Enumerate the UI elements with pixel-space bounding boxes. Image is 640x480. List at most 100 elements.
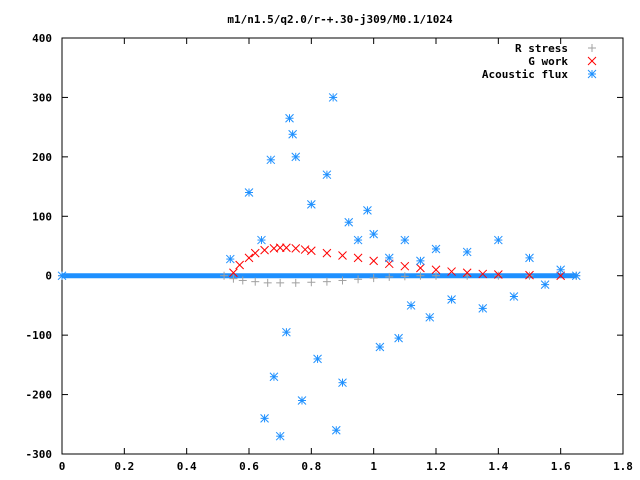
x-tick-label: 0.6	[239, 460, 259, 473]
acoustic-flux-point	[525, 253, 534, 263]
acoustic-flux-point	[57, 271, 67, 281]
r-stress-point	[251, 277, 260, 286]
acoustic-flux-point	[322, 170, 332, 180]
r-stress-point	[354, 275, 363, 284]
acoustic-flux-point	[338, 378, 347, 388]
g-work-point	[493, 270, 503, 279]
y-tick-label: 0	[45, 270, 52, 283]
acoustic-flux-point	[369, 229, 379, 239]
acoustic-flux-point	[344, 217, 354, 227]
r-stress-point	[494, 271, 503, 280]
r-stress-point	[276, 278, 285, 287]
g-work-point	[416, 263, 425, 273]
acoustic-flux-point	[225, 254, 235, 264]
g-work-point	[322, 248, 332, 258]
r-stress-point	[263, 278, 272, 287]
y-tick-label: 100	[32, 210, 52, 223]
g-work-point	[478, 269, 488, 279]
acoustic-flux-point	[556, 265, 566, 275]
acoustic-flux-point	[509, 292, 519, 301]
x-tick-label: 1.4	[488, 460, 508, 473]
r-stress-point	[307, 278, 316, 287]
g-work-point	[431, 265, 441, 275]
axes-ticks: 0 0.2 0.4 0.6 0.8 1 1.2 1.4 1.6 1.84003002001000-…	[26, 32, 633, 473]
legend: R stress G work Acoustic flux	[482, 42, 597, 81]
acoustic-flux-point	[260, 413, 269, 423]
r-stress-point	[322, 277, 331, 286]
r-stress-point	[432, 271, 440, 280]
acoustic-flux-point	[282, 327, 291, 337]
acoustic-flux-point	[493, 235, 503, 245]
acoustic-flux-point	[375, 342, 385, 352]
x-tick-label: 1	[370, 460, 377, 473]
acoustic-flux-point	[291, 152, 301, 162]
acoustic-flux-point	[306, 200, 316, 209]
g-work-point	[400, 261, 410, 271]
acoustic-flux-point	[288, 129, 297, 139]
legend-label-r-stress: R stress	[515, 42, 568, 55]
acoustic-flux-point	[406, 301, 416, 310]
y-tick-label: 200	[32, 151, 52, 164]
y-tick-label: -100	[26, 329, 53, 342]
x-tick-label: 0.4	[177, 460, 197, 473]
acoustic-flux-point	[416, 256, 425, 266]
g-work-point	[462, 268, 472, 278]
acoustic-flux-point	[431, 244, 441, 254]
acoustic-flux-point	[331, 425, 341, 435]
acoustic-flux-point	[394, 333, 403, 343]
g-work-point	[275, 243, 285, 253]
g-work-point	[250, 248, 260, 258]
legend-label-acoustic-flux: Acoustic flux	[482, 68, 568, 81]
g-work-point	[260, 245, 269, 255]
r-stress-point	[369, 274, 378, 283]
r-stress-point	[400, 272, 409, 281]
x-tick-label: 1.6	[551, 460, 571, 473]
plot-frame	[61, 37, 624, 455]
r-stress-point	[338, 276, 347, 285]
g-work-point	[244, 253, 254, 263]
acoustic-flux-point	[478, 304, 488, 313]
legend-marker-acoustic-flux	[587, 69, 597, 79]
acoustic-flux-point	[353, 235, 363, 245]
y-tick-label: 300	[32, 91, 52, 104]
acoustic-flux-point	[363, 205, 372, 215]
acoustic-flux-point	[285, 113, 294, 123]
y-tick-label: -200	[26, 389, 53, 402]
acoustic-flux-point	[447, 295, 456, 304]
r-stress-point	[416, 271, 425, 280]
g-work-point	[282, 243, 291, 253]
g-work-point	[229, 268, 238, 278]
x-tick-label: 1.2	[426, 460, 446, 473]
x-tick-label: 0.2	[114, 460, 134, 473]
acoustic-flux-point	[244, 188, 254, 197]
r-stress-point	[220, 271, 229, 280]
acoustic-flux-point	[297, 396, 307, 405]
acoustic-flux-point	[462, 247, 472, 257]
y-tick-label: 400	[32, 32, 52, 45]
g-work-point	[353, 253, 363, 263]
legend-marker-g-work	[587, 56, 597, 66]
g-work-point	[235, 260, 245, 270]
acoustic-flux-point	[571, 271, 581, 281]
g-work-point	[306, 246, 316, 256]
acoustic-flux-point	[540, 280, 550, 289]
x-tick-label: 0	[59, 460, 66, 473]
data-marks	[57, 93, 581, 441]
r-stress-point	[291, 278, 300, 287]
x-tick-label: 1.8	[613, 460, 633, 473]
legend-label-g-work: G work	[528, 55, 568, 68]
acoustic-flux-point	[384, 253, 394, 263]
r-stress-point	[229, 274, 238, 283]
chart-title: m1/n1.5/q2.0/r-+.30-j309/M0.1/1024	[227, 13, 453, 26]
r-stress-point	[385, 272, 394, 281]
g-work-point	[338, 251, 347, 260]
acoustic-flux-point	[313, 354, 322, 364]
acoustic-flux-point	[257, 235, 266, 245]
acoustic-flux-point	[266, 155, 276, 165]
acoustic-flux-point	[275, 431, 285, 441]
acoustic-flux-point	[425, 312, 435, 322]
r-stress-point	[238, 276, 247, 285]
legend-marker-r-stress	[588, 44, 596, 52]
acoustic-flux-point	[269, 372, 279, 382]
